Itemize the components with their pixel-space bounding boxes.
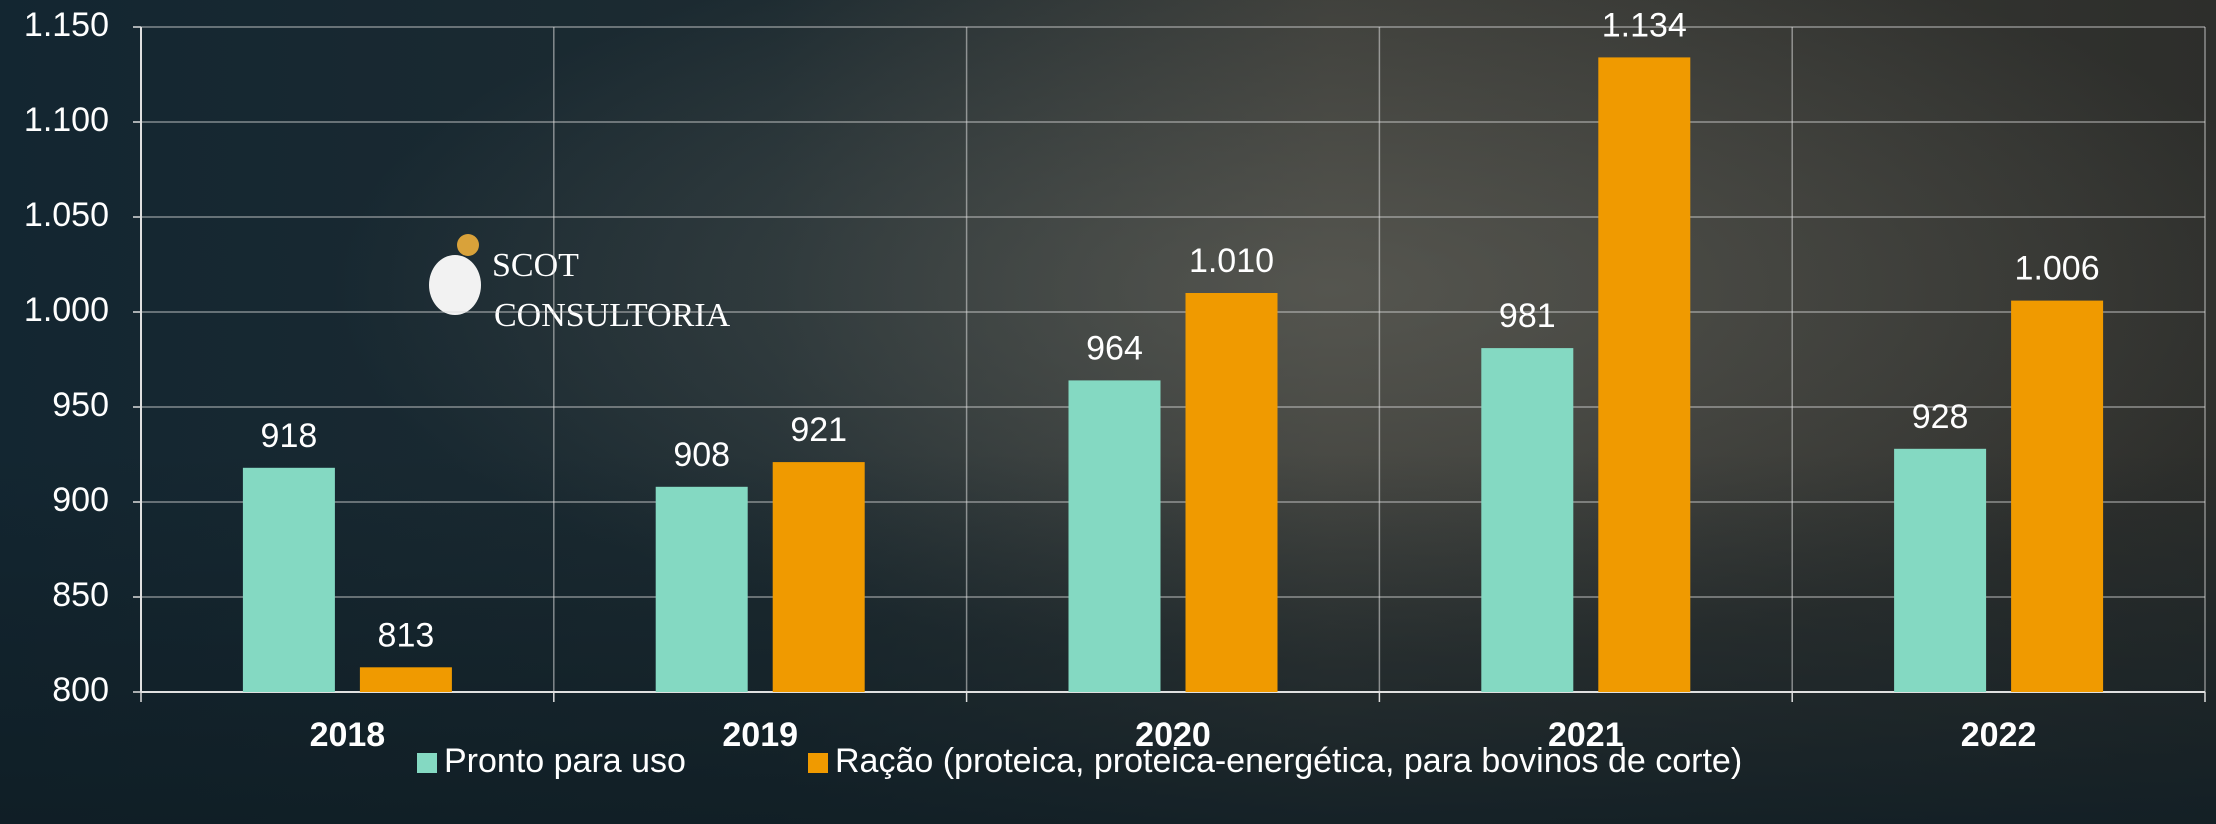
value-label: 1.010 [1189, 242, 1274, 280]
legend-label: Pronto para uso [444, 742, 686, 780]
bar [243, 468, 335, 692]
y-tick-label: 850 [52, 576, 109, 614]
value-label: 964 [1086, 329, 1143, 367]
y-tick-label: 1.100 [24, 101, 109, 139]
value-label: 921 [790, 411, 847, 449]
bar [1598, 57, 1690, 692]
value-label: 928 [1912, 398, 1969, 436]
bar [1894, 449, 1986, 692]
y-tick-label: 800 [52, 671, 109, 709]
bar [1069, 380, 1161, 692]
x-tick-label: 2018 [310, 716, 386, 754]
logo-icon-head [457, 234, 479, 256]
x-tick-label: 2019 [722, 716, 798, 754]
legend-label: Ração (proteica, proteica-energética, pa… [835, 742, 1742, 780]
bar [1186, 293, 1278, 692]
bar [1481, 348, 1573, 692]
y-tick-label: 1.150 [24, 6, 109, 44]
y-tick-label: 950 [52, 386, 109, 424]
legend-swatch [808, 753, 828, 773]
bar [656, 487, 748, 692]
bar [360, 667, 452, 692]
value-label: 1.134 [1602, 6, 1687, 44]
y-tick-label: 1.050 [24, 196, 109, 234]
x-tick-label: 2022 [1961, 716, 2037, 754]
value-label: 813 [378, 616, 435, 654]
y-tick-label: 900 [52, 481, 109, 519]
bar [773, 462, 865, 692]
value-label: 918 [261, 417, 318, 455]
value-label: 1.006 [2015, 250, 2100, 288]
page: SCOT CONSULTORIA 800 850 900 950 1.000 1.050 1… [0, 0, 2216, 824]
value-label: 908 [673, 436, 730, 474]
logo-icon [429, 255, 481, 315]
bar [2011, 301, 2103, 692]
y-tick-label: 1.000 [24, 291, 109, 329]
value-label: 981 [1499, 297, 1556, 335]
legend-swatch [417, 753, 437, 773]
logo-subtitle: CONSULTORIA [494, 297, 731, 334]
logo-title: SCOT [492, 247, 579, 284]
chart: SCOT CONSULTORIA 800 850 900 950 1.000 1.050 1… [0, 0, 2216, 824]
